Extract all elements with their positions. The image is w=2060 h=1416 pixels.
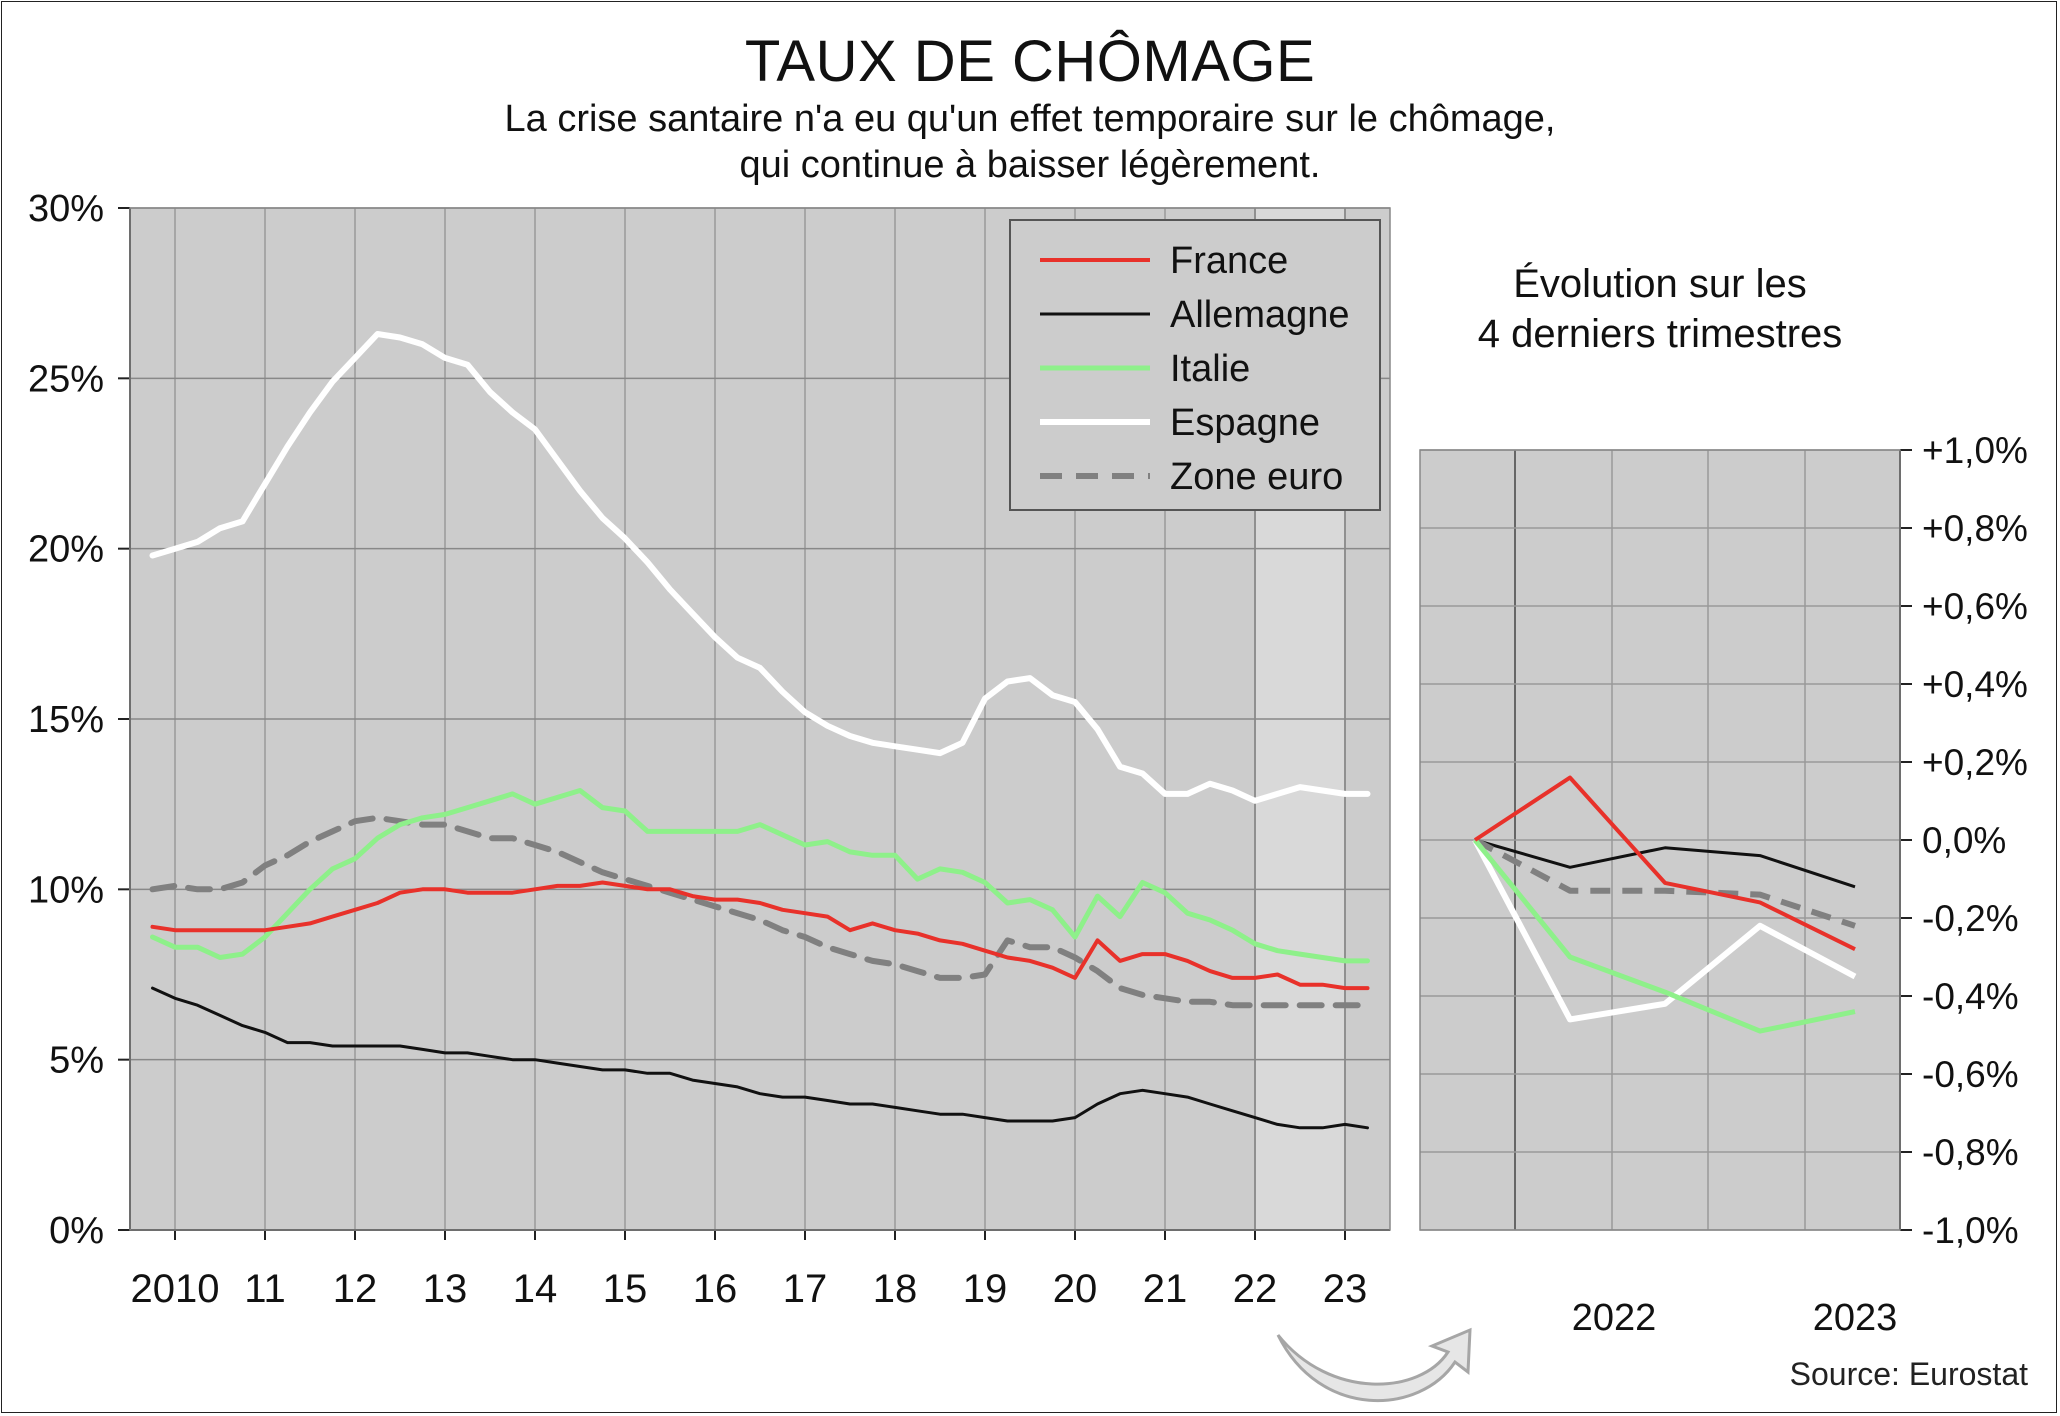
side-y-tick-label: +1,0% <box>1922 430 2028 471</box>
x-tick-label: 15 <box>603 1267 648 1311</box>
x-tick-label: 12 <box>333 1267 378 1311</box>
side-y-tick-label: -0,4% <box>1922 976 2019 1017</box>
side-y-tick-label: +0,8% <box>1922 508 2028 549</box>
x-tick-label: 23 <box>1323 1267 1368 1311</box>
series-line-italie <box>150 788 1370 964</box>
x-tick-label: 18 <box>873 1267 918 1311</box>
y-tick-label: 5% <box>49 1040 104 1082</box>
series-line-france <box>150 880 1370 991</box>
series-line-espagne <box>149 331 1371 804</box>
x-tick-label: 16 <box>693 1267 738 1311</box>
chart-title: TAUX DE CHÔMAGE <box>744 29 1316 94</box>
legend-label-zone-euro: Zone euro <box>1170 456 1343 498</box>
x-tick-label: 21 <box>1143 1267 1188 1311</box>
side-plot-border <box>1419 449 1901 1231</box>
side-x-tick-label: 2023 <box>1813 1297 1898 1339</box>
side-series-line-zone-euro <box>1473 837 1856 929</box>
side-y-tick-label: +0,2% <box>1922 742 2028 783</box>
side-chart-title-line-1: Évolution sur les <box>1513 262 1807 306</box>
plot-border <box>129 207 1391 1231</box>
side-chart: +1,0% +0,8% +0,6% +0,4% +0,2% 0,0% -0,2% -0,4% -… <box>1419 430 2028 1339</box>
legend-label-italie: Italie <box>1170 348 1250 390</box>
x-tick-label: 14 <box>513 1267 558 1311</box>
x-tick-label: 17 <box>783 1267 828 1311</box>
x-tick-label: 19 <box>963 1267 1008 1311</box>
side-series-line-allemagne <box>1474 838 1856 889</box>
chart-subtitle-line-1: La crise santaire n'a eu qu'un effet tem… <box>504 98 1556 140</box>
legend-label-espagne: Espagne <box>1170 402 1320 444</box>
y-tick-label: 30% <box>28 188 104 230</box>
legend-label-france: France <box>1170 240 1288 282</box>
legend-label-allemagne: Allemagne <box>1170 294 1350 336</box>
chart-subtitle-line-2: qui continue à baisser légèrement. <box>739 144 1321 186</box>
main-chart: 0% 5% 10% 15% 20% 25% 30% 2010 11 12 13 14 15 16 17 18 1… <box>28 188 1391 1311</box>
side-series-line-espagne <box>1472 838 1857 1023</box>
transition-arrow-icon <box>1276 1327 1472 1403</box>
x-tick-label: 2010 <box>131 1267 220 1311</box>
side-y-tick-label: +0,6% <box>1922 586 2028 627</box>
legend-box <box>1009 219 1381 511</box>
x-tick-label: 20 <box>1053 1267 1098 1311</box>
series-line-allemagne <box>151 986 1369 1130</box>
x-tick-label: 22 <box>1233 1267 1278 1311</box>
x-tick-label: 11 <box>244 1267 286 1311</box>
side-series-line-france <box>1473 775 1856 951</box>
side-y-tick-label: -0,2% <box>1922 898 2019 939</box>
side-y-tick-label: -0,6% <box>1922 1054 2019 1095</box>
side-chart-title-line-2: 4 derniers trimestres <box>1477 312 1843 356</box>
y-tick-label: 0% <box>49 1210 104 1252</box>
side-y-tick-label: -0,8% <box>1922 1132 2019 1173</box>
side-x-tick-label: 2022 <box>1572 1297 1657 1339</box>
series-line-zone-euro <box>149 814 1371 1009</box>
y-tick-label: 25% <box>28 358 104 400</box>
legend: France Allemagne Italie Espagne Zone euro <box>1009 219 1381 511</box>
source-note: Source: Eurostat <box>1789 1356 2028 1392</box>
side-series-line-italie <box>1473 838 1856 1034</box>
y-tick-label: 20% <box>28 529 104 571</box>
y-tick-label: 10% <box>28 869 104 911</box>
side-y-tick-label: -1,0% <box>1922 1210 2019 1251</box>
x-tick-label: 13 <box>423 1267 468 1311</box>
curved-arrow-shape <box>1276 1327 1472 1403</box>
y-tick-label: 15% <box>28 699 104 741</box>
side-y-tick-label: 0,0% <box>1922 820 2006 861</box>
side-y-tick-label: +0,4% <box>1922 664 2028 705</box>
